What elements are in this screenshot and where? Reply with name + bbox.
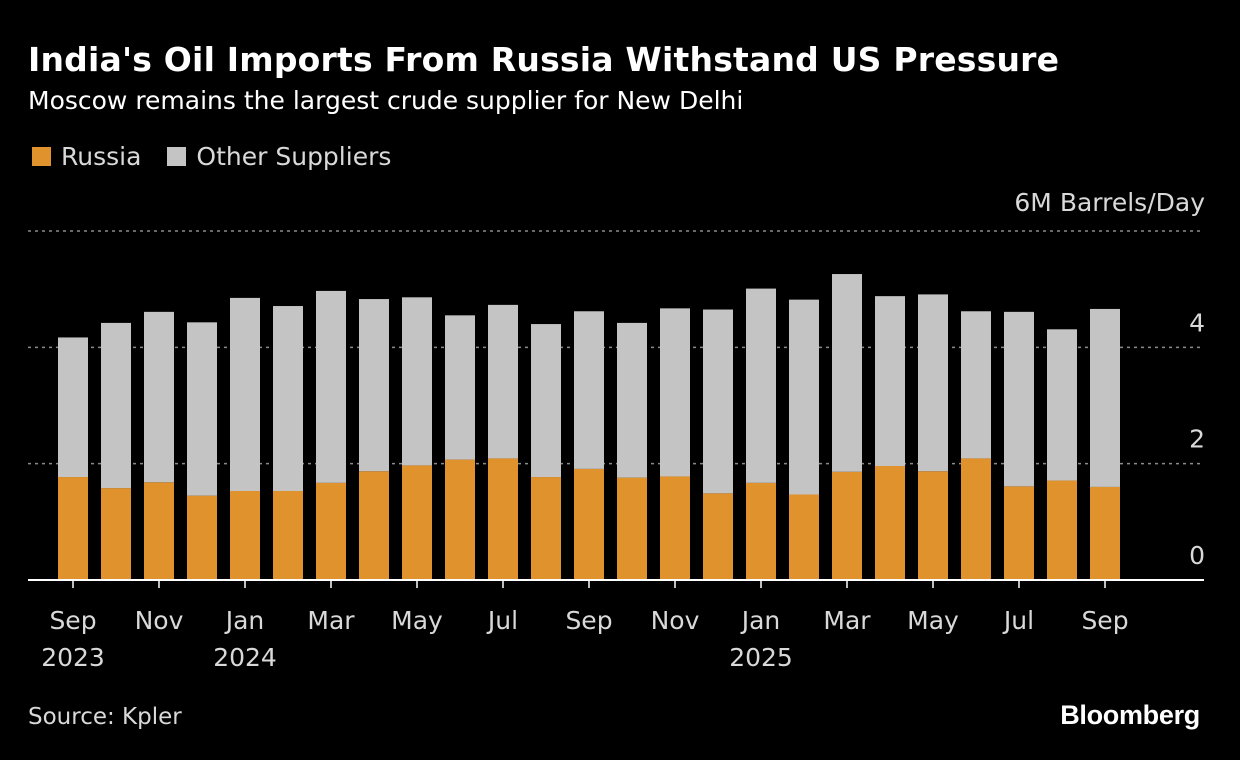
bar-other-suppliers (746, 288, 776, 483)
bar-other-suppliers (961, 311, 991, 459)
x-tick-label-year: 2023 (41, 643, 105, 672)
x-tick-label-year: 2025 (729, 643, 793, 672)
x-tick-label-year: 2024 (213, 643, 277, 672)
bar-russia (961, 458, 991, 580)
bar-other-suppliers (660, 308, 690, 477)
bar-other-suppliers (273, 306, 303, 492)
bar-russia (1090, 486, 1120, 580)
legend: Russia Other Suppliers (32, 142, 417, 171)
x-tick-label-month: Sep (1081, 606, 1128, 635)
x-tick-label-month: Jul (1002, 606, 1034, 635)
bar-other-suppliers (230, 297, 260, 492)
x-tick-label-month: Sep (565, 606, 612, 635)
y-axis-unit-label: 6M Barrels/Day (1014, 188, 1205, 217)
bar-russia (574, 468, 604, 580)
bar-other-suppliers (316, 290, 346, 483)
bar-russia (359, 471, 389, 580)
bar-russia (918, 471, 948, 580)
bar-russia (101, 488, 131, 580)
chart-subtitle: Moscow remains the largest crude supplie… (28, 86, 744, 115)
bar-other-suppliers (832, 274, 862, 472)
bar-russia (832, 471, 862, 580)
bar-other-suppliers (703, 309, 733, 494)
bar-russia (1004, 486, 1034, 580)
bars (28, 274, 1204, 581)
bar-russia (187, 495, 217, 580)
bar-russia (703, 493, 733, 580)
legend-item-russia: Russia (32, 142, 141, 171)
x-tick-label-month: Nov (135, 606, 184, 635)
bar-russia (58, 477, 88, 580)
bar-other-suppliers (617, 322, 647, 478)
bar-russia (144, 482, 174, 580)
bar-russia (531, 477, 561, 580)
bar-other-suppliers (187, 322, 217, 496)
bar-russia (402, 465, 432, 580)
bar-russia (875, 465, 905, 580)
x-tick-label-month: Mar (307, 606, 355, 635)
bar-russia (617, 477, 647, 580)
y-tick-labels: 0 2 4 (1189, 308, 1205, 570)
bar-russia (746, 482, 776, 580)
bar-russia (660, 476, 690, 580)
legend-item-other-suppliers: Other Suppliers (167, 142, 391, 171)
bar-russia (789, 494, 819, 580)
bar-other-suppliers (918, 294, 948, 472)
bar-other-suppliers (144, 311, 174, 483)
bar-russia (1047, 480, 1077, 580)
bar-other-suppliers (1004, 311, 1034, 487)
x-tick-label-month: Sep (49, 606, 96, 635)
bar-other-suppliers (875, 296, 905, 466)
bar-other-suppliers (58, 337, 88, 478)
bar-other-suppliers (101, 322, 131, 489)
x-tick-labels: Sep 2023 Nov Jan 2024 Mar May Jul Sep Nov Jan 2025 M… (41, 580, 1129, 672)
bar-other-suppliers (1047, 329, 1077, 481)
bar-russia (316, 482, 346, 580)
legend-label-russia: Russia (61, 142, 142, 171)
bar-other-suppliers (531, 324, 561, 478)
x-tick-label-month: Jan (224, 606, 265, 635)
x-tick-label-month: May (907, 606, 959, 635)
y-tick-label: 4 (1189, 308, 1205, 337)
legend-swatch-other-suppliers (167, 147, 187, 166)
legend-swatch-russia (32, 147, 51, 166)
x-tick-label-month: Nov (651, 606, 700, 635)
chart-area: 6M Barrels/Day 0 2 4 Sep 2023 Nov Jan 2024 Mar M… (28, 188, 1205, 672)
bar-other-suppliers (359, 299, 389, 472)
legend-label-other-suppliers: Other Suppliers (196, 142, 392, 171)
source-note: Source: Kpler (28, 704, 182, 730)
x-tick-label-month: Mar (823, 606, 871, 635)
bar-other-suppliers (402, 297, 432, 466)
bar-russia (488, 458, 518, 580)
y-tick-label: 2 (1189, 425, 1205, 454)
bar-other-suppliers (789, 299, 819, 495)
x-tick-label-month: May (391, 606, 443, 635)
x-tick-label-month: Jan (740, 606, 781, 635)
bar-other-suppliers (1090, 308, 1120, 487)
x-tick-label-month: Jul (486, 606, 518, 635)
bar-other-suppliers (488, 304, 518, 459)
bar-russia (230, 491, 260, 580)
y-tick-label: 0 (1189, 541, 1205, 570)
bloomberg-logo: Bloomberg (1060, 700, 1200, 730)
bar-other-suppliers (574, 311, 604, 469)
bar-russia (445, 459, 475, 580)
bar-other-suppliers (445, 315, 475, 460)
bar-russia (273, 491, 303, 580)
chart-title: India's Oil Imports From Russia Withstan… (28, 40, 1060, 79)
